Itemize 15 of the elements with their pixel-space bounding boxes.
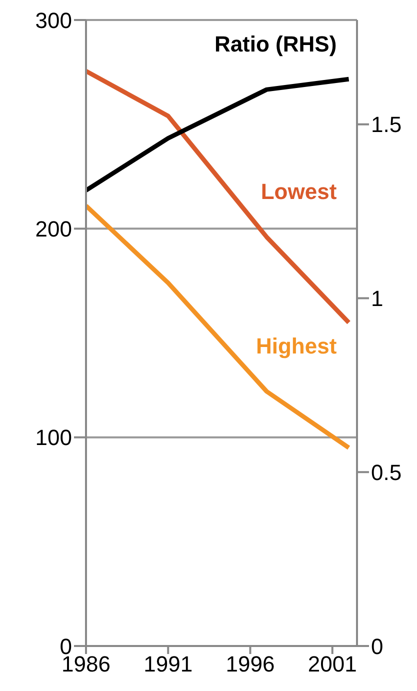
- x-tick-label: 1991: [144, 652, 193, 677]
- y2-tick-label: 1.5: [371, 112, 402, 138]
- line-series: [86, 203, 352, 450]
- line-series: [86, 68, 352, 325]
- y-tick-label: 100: [35, 425, 72, 450]
- x-tick-label: 1996: [226, 652, 275, 677]
- series-label: Ratio (RHS): [214, 32, 337, 57]
- series-label: Highest: [256, 333, 338, 358]
- y2-tick-label: 1: [371, 286, 384, 312]
- y-tick-label: 300: [35, 8, 72, 33]
- y2-tick-label: 0.5: [371, 460, 402, 485]
- series-label: Lowest: [260, 179, 338, 204]
- y2-tick-label: 0: [371, 634, 384, 659]
- x-tick-label: 2001: [308, 652, 357, 677]
- y-tick-label: 200: [35, 216, 72, 242]
